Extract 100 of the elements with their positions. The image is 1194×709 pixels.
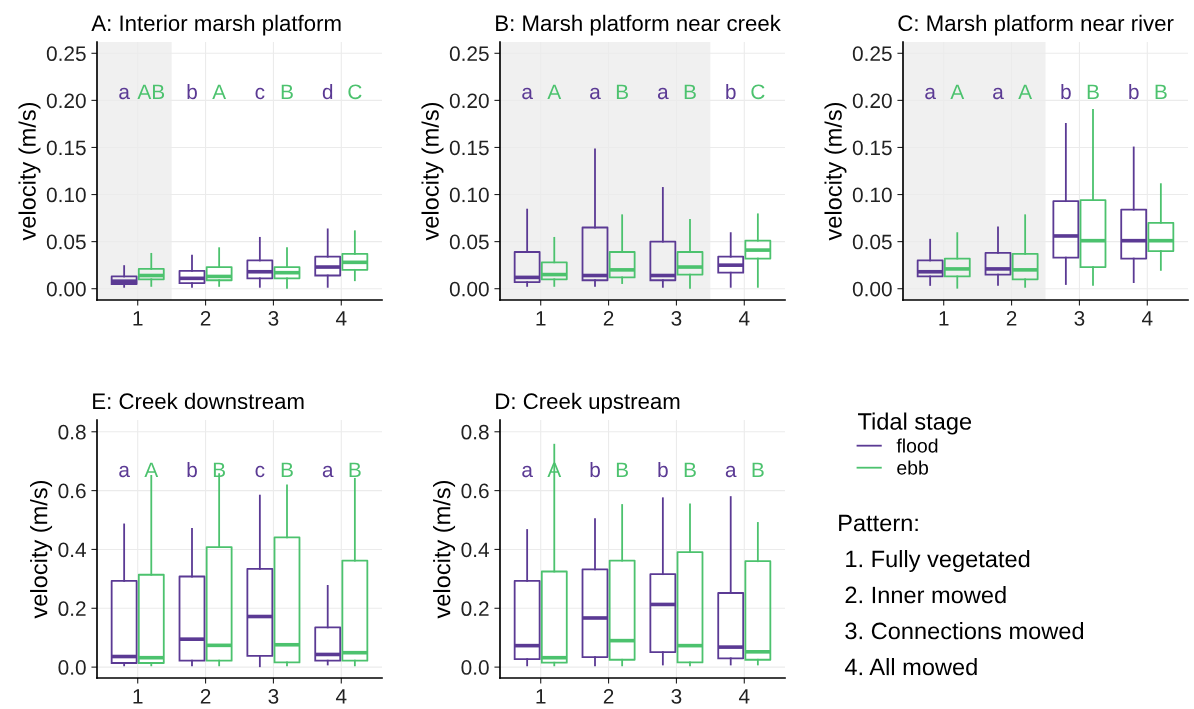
x-tick-label: 2 (1006, 310, 1017, 326)
y-tick-label: 0.2 (461, 601, 489, 617)
y-tick-label: 0.25 (46, 46, 86, 62)
text: B (213, 462, 225, 477)
x-tick-label: 3 (671, 688, 682, 704)
text: A (950, 84, 965, 99)
y-tick-label: 0.10 (46, 187, 86, 203)
y-tick-label: 0.15 (449, 140, 489, 156)
y-axis-title: velocity (m/s) (30, 480, 53, 619)
y-tick-label: 0.00 (46, 281, 86, 297)
y-tick-label: 0.25 (852, 46, 892, 62)
chart-title: E: Creek downstream (93, 392, 304, 410)
x-tick-label: 3 (671, 310, 682, 326)
y-tick-label: 0.6 (461, 483, 489, 499)
y-tick-label: 0.10 (449, 187, 489, 203)
x-tick-label: 2 (603, 310, 614, 326)
text: A (144, 462, 159, 477)
text: a (993, 87, 1004, 100)
text: B (752, 462, 764, 477)
x-tick-label: 1 (536, 311, 546, 326)
text: 2. Inner mowed (845, 585, 1006, 604)
text: b (658, 461, 668, 478)
x-tick-label: 4 (335, 689, 347, 704)
text: 1. Fully vegetated (846, 549, 1030, 573)
y-axis-title: velocity (m/s) (18, 102, 41, 241)
chart-title: C: Marsh platform near river (898, 14, 1174, 36)
text: AB (137, 84, 165, 99)
text: b (726, 83, 736, 100)
text: A (547, 84, 562, 99)
text: A (212, 84, 227, 99)
text: B (684, 84, 696, 99)
x-tick-label: 4 (1141, 311, 1153, 326)
y-tick-label: 0.2 (58, 601, 86, 617)
y-tick-label: 0.05 (46, 234, 86, 250)
x-tick-label: 4 (738, 689, 750, 704)
y-axis-title: velocity (m/s) (433, 480, 456, 619)
text: Pattern: (839, 514, 918, 532)
x-tick-label: 4 (335, 311, 347, 326)
legend-label: ebb (897, 460, 929, 475)
y-tick-label: 0.20 (852, 93, 892, 109)
text: a (925, 87, 936, 100)
text: B (616, 84, 628, 99)
x-tick-label: 1 (133, 311, 143, 326)
text: B (281, 462, 293, 477)
chart-title: B: Marsh platform near creek (496, 14, 781, 36)
text: b (187, 461, 197, 478)
x-tick-label: 1 (939, 311, 949, 326)
x-tick-label: 2 (200, 310, 211, 326)
y-tick-label: 0.05 (449, 234, 489, 250)
text: a (322, 465, 334, 478)
text: a (725, 465, 737, 478)
text: b (590, 461, 600, 478)
x-tick-label: 2 (603, 688, 614, 704)
text: a (119, 465, 130, 478)
y-tick-label: 0.20 (46, 93, 86, 109)
x-tick-label: 3 (1074, 310, 1085, 326)
y-tick-label: 0.10 (852, 187, 892, 203)
y-tick-label: 0.4 (58, 542, 86, 558)
y-tick-label: 0.20 (449, 93, 489, 109)
text: B (616, 462, 628, 477)
text: B (281, 84, 293, 99)
y-tick-label: 0.4 (461, 542, 489, 558)
x-tick-label: 3 (268, 310, 279, 326)
text: B (684, 462, 696, 477)
x-tick-label: 4 (738, 311, 750, 326)
y-tick-label: 0.15 (46, 140, 86, 156)
text: a (522, 87, 533, 100)
x-tick-label: 3 (268, 688, 279, 704)
x-tick-label: 1 (133, 689, 143, 704)
text: b (187, 83, 197, 100)
text: B (349, 462, 361, 477)
text: B (1155, 84, 1167, 99)
y-tick-label: 0.8 (58, 424, 86, 440)
text: a (657, 87, 669, 100)
chart-title: A: Interior marsh platform (91, 14, 341, 36)
y-tick-label: 0.0 (461, 660, 489, 675)
y-tick-label: 0.15 (852, 140, 892, 156)
text: a (590, 87, 601, 100)
y-axis-title: velocity (m/s) (421, 102, 444, 241)
y-tick-label: 0.0 (58, 660, 86, 675)
y-tick-label: 0.6 (58, 483, 86, 499)
x-tick-label: 2 (200, 688, 211, 704)
text: B (1087, 84, 1099, 99)
y-tick-label: 0.00 (449, 281, 489, 297)
text: C (348, 84, 362, 100)
legend-label: flood (896, 438, 938, 453)
text: c (255, 465, 265, 478)
chart-title: D: Creek upstream (496, 392, 680, 414)
text: a (522, 465, 533, 478)
text: b (1061, 83, 1071, 100)
text: C (751, 84, 765, 100)
text: 4. All mowed (844, 657, 977, 676)
x-tick-label: 1 (536, 689, 546, 704)
text: c (255, 87, 265, 100)
text: A (1018, 84, 1033, 99)
text: d (322, 83, 333, 100)
y-tick-label: 0.25 (449, 46, 489, 62)
legend-title: Tidal stage (858, 412, 972, 435)
text: a (119, 87, 130, 100)
y-tick-label: 0.05 (852, 234, 892, 250)
